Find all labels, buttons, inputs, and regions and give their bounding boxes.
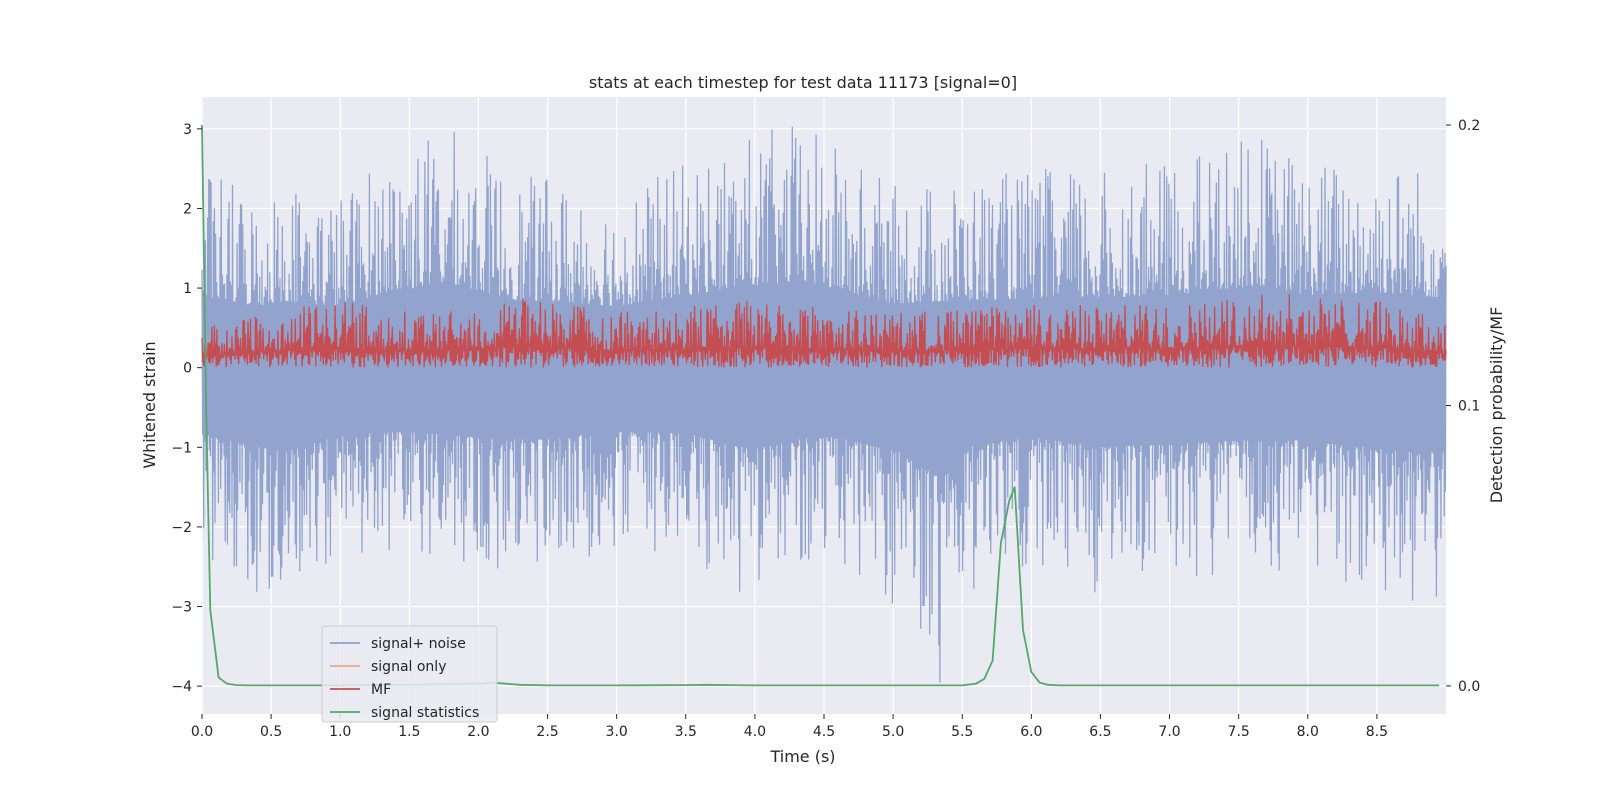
signal-noise-line [201,126,1447,683]
y-tick-label: 0 [183,361,192,377]
y2-tick-label: 0.0 [1458,679,1480,695]
x-tick-label: 6.5 [1089,724,1111,740]
x-tick-label: 0.5 [260,724,282,740]
x-tick-label: 6.0 [1020,724,1042,740]
x-tick-label: 5.0 [882,724,904,740]
x-tick-label: 1.5 [398,724,420,740]
y-tick-label: 2 [183,201,192,217]
y-axis-left: −4 −3 −2 −1 0 1 2 3 [171,122,202,695]
x-tick-label: 3.0 [606,724,628,740]
x-axis: 0.0 0.5 1.0 1.5 2.0 2.5 3.0 3.5 4.0 4.5 5.0 5.5 6.0 6… [191,714,1388,740]
y-tick-label: −3 [171,600,192,616]
x-tick-label: 5.5 [951,724,973,740]
x-tick-label: 8.5 [1366,724,1388,740]
x-tick-label: 7.0 [1158,724,1180,740]
y-tick-label: −4 [171,679,192,695]
x-axis-label: Time (s) [769,747,835,766]
x-tick-label: 3.5 [675,724,697,740]
x-tick-label: 0.0 [191,724,213,740]
x-tick-label: 2.5 [536,724,558,740]
legend-label: MF [371,682,391,698]
y-tick-label: 1 [183,281,192,297]
legend: signal+ noise signal only MF signal statist… [321,625,498,723]
y-axis-right: 0.0 0.1 0.2 [1446,118,1480,695]
y-tick-label: −1 [171,440,192,456]
legend-label: signal only [371,659,446,675]
x-tick-label: 1.0 [329,724,351,740]
y2-tick-label: 0.1 [1458,399,1480,415]
y2-tick-label: 0.2 [1458,118,1480,134]
x-tick-label: 8.0 [1297,724,1319,740]
signal-statistics-line [201,124,1440,687]
legend-label: signal statistics [371,705,479,721]
series-layer [201,124,1447,687]
x-tick-label: 2.0 [467,724,489,740]
y-tick-label: 3 [183,122,192,138]
chart-title: stats at each timestep for test data 111… [589,73,1017,92]
y-tick-label: −2 [171,520,192,536]
mf-line [201,293,1447,368]
y-axis-label: Whitened strain [140,341,159,468]
x-tick-label: 4.5 [813,724,835,740]
legend-label: signal+ noise [371,636,466,652]
x-tick-label: 7.5 [1228,724,1250,740]
y2-axis-label: Detection probability/MF [1487,307,1506,504]
x-tick-label: 4.0 [744,724,766,740]
